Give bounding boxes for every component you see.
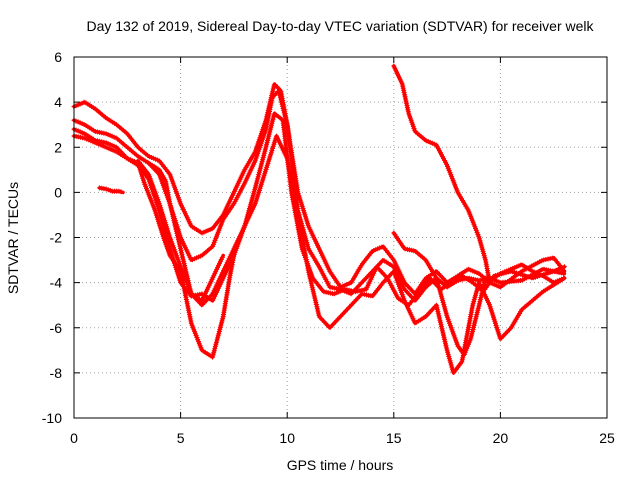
y-tick-label: 6 [54, 49, 62, 65]
data-point [261, 150, 267, 156]
series-s4-markers [71, 133, 237, 360]
axis-ticks: 0 5 10 15 20 25 -10 -8 -6 -4 -2 0 2 4 6 [42, 49, 615, 446]
data-point [474, 286, 480, 292]
data-point [220, 316, 226, 322]
x-tick-label: 20 [493, 430, 509, 446]
data-point [210, 354, 216, 360]
data-point [267, 129, 273, 135]
series-s8-markers [391, 230, 488, 357]
chart-title: Day 132 of 2019, Sidereal Day-to-day VTE… [86, 18, 594, 34]
plot-frame [73, 56, 608, 419]
y-tick-label: -8 [50, 365, 63, 381]
data-point [214, 339, 219, 345]
data-point [118, 189, 124, 195]
data-point [260, 157, 266, 163]
data-point [441, 302, 447, 308]
x-tick-label: 15 [386, 430, 402, 446]
data-point [264, 142, 269, 148]
data-series [71, 63, 567, 375]
data-point [471, 299, 477, 305]
y-tick-label: -4 [50, 275, 63, 291]
data-point [561, 276, 566, 281]
x-tick-label: 25 [599, 430, 615, 446]
data-point [471, 324, 476, 330]
data-point [312, 295, 318, 301]
data-point [265, 135, 271, 141]
series-s5-markers [146, 133, 567, 375]
data-point [472, 318, 478, 324]
data-point [438, 291, 444, 297]
x-tick-label: 10 [279, 430, 295, 446]
data-point [180, 256, 186, 262]
data-point [561, 264, 567, 270]
data-point [483, 275, 488, 281]
data-point [448, 362, 454, 368]
y-tick-label: 0 [54, 184, 62, 200]
y-tick-label: -10 [42, 410, 62, 426]
series-s7 [392, 64, 567, 285]
series-s2-markers [71, 88, 566, 303]
x-axis-label: GPS time / hours [287, 457, 394, 473]
data-point [251, 189, 257, 195]
series-s6-markers [135, 158, 225, 303]
y-tick-label: -6 [50, 320, 63, 336]
series-s9-markers [97, 185, 124, 195]
data-point [445, 349, 451, 355]
data-point [479, 246, 485, 252]
y-tick-label: 2 [54, 139, 62, 155]
data-point [257, 165, 263, 171]
data-point [469, 331, 475, 337]
x-tick-label: 0 [70, 430, 78, 446]
x-tick-label: 5 [177, 430, 185, 446]
series-s5 [146, 134, 567, 375]
grid [74, 57, 607, 418]
y-tick-label: 4 [54, 94, 62, 110]
y-axis-label: SDTVAR / TECUs [5, 182, 21, 294]
data-point [561, 270, 566, 276]
data-point [212, 346, 218, 352]
data-point [216, 331, 222, 337]
data-point [219, 255, 225, 260]
data-point [434, 278, 440, 284]
data-point [474, 312, 480, 318]
y-tick-label: -2 [50, 230, 63, 246]
series-s7-markers [391, 63, 566, 285]
